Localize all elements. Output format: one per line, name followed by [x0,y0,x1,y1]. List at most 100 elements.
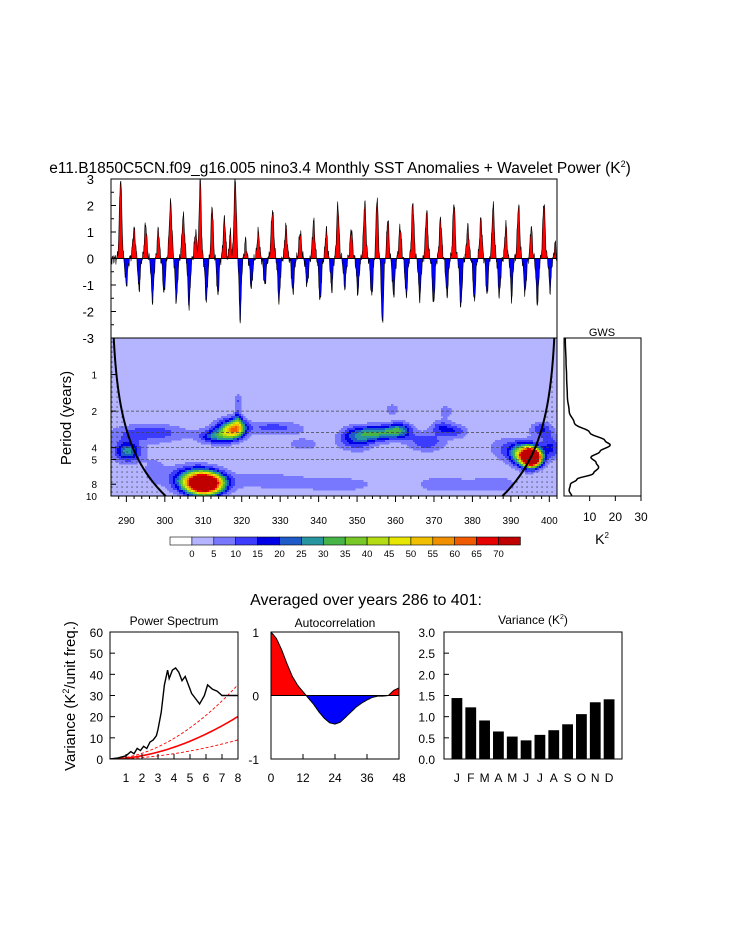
power-cell [191,468,210,471]
power-cell [227,476,230,479]
power-cell [507,442,518,445]
power-cell [367,438,378,441]
power-cell [401,442,416,445]
power-cell [509,456,512,459]
anomaly-line [111,179,557,324]
colorbar-swatch [322,536,346,546]
power-cell [131,442,140,445]
power-cell [191,472,196,475]
power-cell [183,486,186,489]
power-cell [195,492,198,495]
power-cell [241,436,244,439]
power-cell [513,458,516,461]
power-cell [217,482,220,485]
power-cell [441,422,446,425]
power-cell [201,432,208,435]
power-cell [169,478,174,481]
power-cell [221,486,224,489]
power-cell [241,432,244,435]
power-cell [517,462,520,465]
variance-bar [451,698,463,759]
power-cell [515,462,518,465]
power-cell [209,430,214,433]
power-cell [201,438,206,441]
power-cell [213,490,216,493]
power-cell [193,494,198,496]
power-cell [245,434,248,437]
ytick-label: 20 [90,711,104,725]
power-cell [231,430,238,433]
power-cell [187,494,190,496]
ytick-label: 0 [96,753,103,767]
coi-left-hatch [111,338,166,496]
power-cell [441,430,456,433]
colorbar-label: 35 [340,549,351,560]
colorbar-label: 50 [406,549,417,560]
xtick-label: 390 [503,516,520,527]
power-cell [219,426,222,429]
power-cell [247,420,252,423]
power-cell [185,476,188,479]
power-cell [199,434,206,437]
power-cell [341,438,346,441]
power-cell [241,424,244,427]
power-cell [147,472,172,475]
power-cell [233,432,238,435]
xtick-label: 8 [235,771,242,785]
power-cell [239,434,242,437]
power-cell [243,422,246,425]
power-cell [217,430,220,433]
power-cell [515,446,520,449]
power-cell [243,424,246,427]
power-cell [513,460,516,463]
power-cell [221,494,224,496]
power-cell [227,490,230,493]
power-cell [223,418,230,421]
power-cell [175,486,180,489]
power-cell [239,416,242,419]
power-cell [197,494,204,496]
power-cell [217,424,222,427]
power-cell [521,444,526,447]
power-cell [251,424,268,427]
power-cell [427,428,434,431]
power-cell [223,480,226,483]
power-cell [517,448,520,451]
power-cell [247,434,252,437]
power-cell [221,472,224,475]
power-cell [211,444,232,447]
power-cell [531,424,540,427]
ytick-label: 2 [91,407,97,418]
power-cell [173,478,176,481]
xtick-label: 36 [360,771,374,785]
power-cell [233,412,236,415]
power-cell [519,460,522,463]
power-cell [201,490,208,493]
power-cell [189,476,192,479]
power-cell [141,450,148,453]
power-cell [335,440,342,443]
power-cell [441,414,450,417]
power-cell [413,428,418,431]
power-cell [227,488,230,491]
power-cell [187,474,190,477]
power-cell [351,432,358,435]
power-cell [391,424,404,427]
red-noise-lower [116,739,238,759]
power-cell [231,488,238,491]
power-cell [171,484,176,487]
power-cell [231,482,236,485]
power-spectrum-frame [109,631,239,760]
power-cell [237,430,240,433]
power-cell [517,464,520,467]
power-cell [229,488,232,491]
power-cell [203,494,206,496]
power-cell [145,466,184,469]
power-cell [221,482,224,485]
power-cell [423,480,512,483]
power-cell [183,488,186,491]
power-cell [177,494,184,496]
power-cell [213,470,218,473]
power-cell [219,470,226,473]
power-cell [245,422,250,425]
